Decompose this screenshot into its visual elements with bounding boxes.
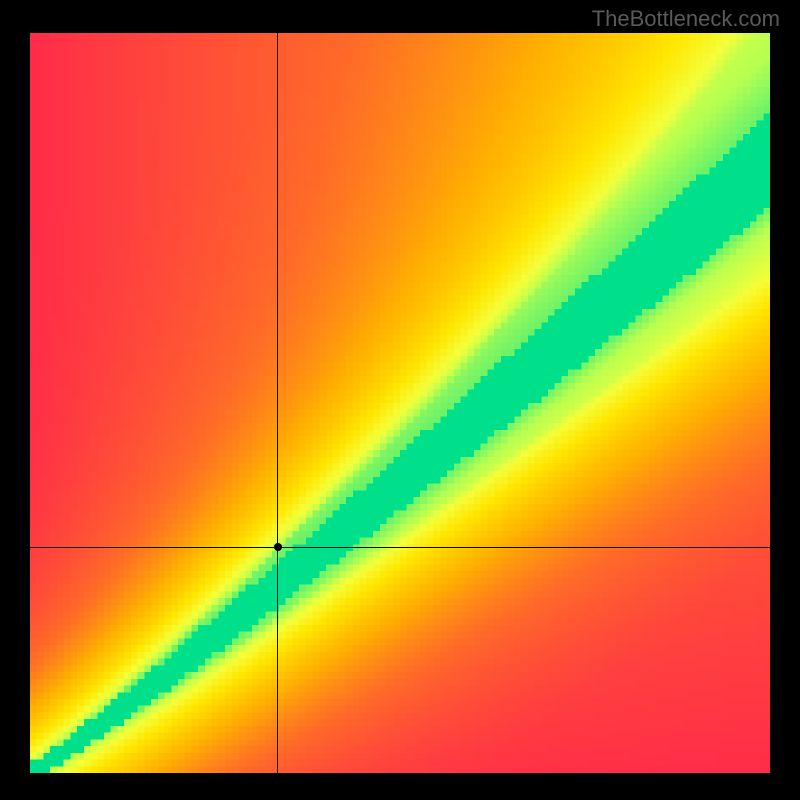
heatmap-canvas <box>30 33 770 773</box>
crosshair-vertical <box>277 33 278 773</box>
figure-container: TheBottleneck.com <box>0 0 800 800</box>
heatmap-area <box>30 33 770 773</box>
watermark-text: TheBottleneck.com <box>592 6 780 32</box>
crosshair-marker <box>274 543 282 551</box>
crosshair-horizontal <box>30 547 770 548</box>
